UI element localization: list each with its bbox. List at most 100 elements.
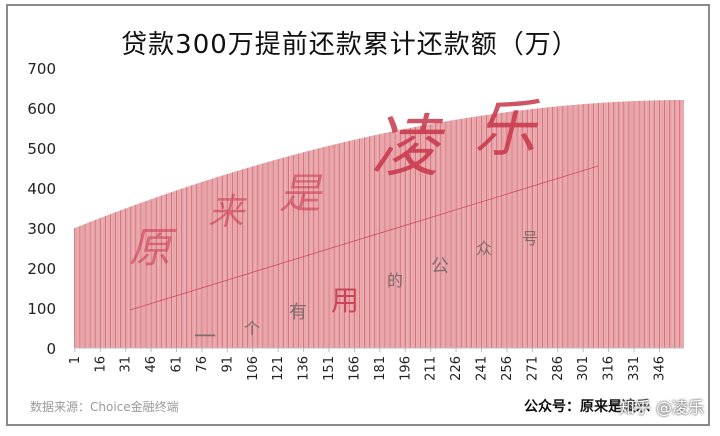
bar <box>402 129 405 348</box>
bar <box>451 120 454 348</box>
bar <box>304 151 307 348</box>
bar <box>202 181 205 348</box>
bar <box>448 120 451 349</box>
bar <box>280 158 283 348</box>
bar <box>523 110 525 348</box>
bar <box>294 154 296 348</box>
bar <box>463 118 466 348</box>
bar <box>204 180 207 348</box>
bar <box>665 100 668 348</box>
bar <box>173 191 176 348</box>
x-tick-label: 61 <box>170 356 185 373</box>
bar <box>258 164 261 348</box>
bar <box>473 116 476 348</box>
bar <box>356 138 359 348</box>
bar <box>558 106 561 349</box>
bar <box>528 109 530 348</box>
watermark-char: 凌 <box>371 108 446 187</box>
bar <box>616 101 618 348</box>
bar <box>172 191 174 348</box>
bar <box>85 223 88 348</box>
bar <box>97 218 100 348</box>
bar <box>314 149 317 348</box>
watermark-char: 来 <box>208 192 247 233</box>
bar <box>362 137 364 348</box>
bar <box>494 113 496 348</box>
bar <box>560 106 562 348</box>
bar <box>260 163 263 348</box>
bar <box>233 171 235 348</box>
bar <box>306 151 308 348</box>
bar <box>467 117 469 348</box>
bar <box>392 131 395 348</box>
bar <box>661 100 664 348</box>
x-tick-label: 331 <box>627 356 642 381</box>
y-tick-label: 400 <box>27 180 56 198</box>
bar <box>326 146 329 348</box>
x-tick-label: 136 <box>297 356 312 381</box>
bar <box>243 168 246 348</box>
bar <box>75 227 78 348</box>
bar <box>77 226 80 348</box>
bar <box>529 109 532 348</box>
bar <box>433 123 435 348</box>
watermark-char: 的 <box>387 271 403 290</box>
bar <box>187 186 190 348</box>
bar <box>626 101 629 349</box>
bar <box>670 100 673 348</box>
bar <box>229 172 232 348</box>
bar <box>468 117 471 348</box>
bar <box>512 111 515 348</box>
y-tick-label: 500 <box>27 140 56 158</box>
x-tick-label: 286 <box>551 356 566 381</box>
bar <box>407 128 410 348</box>
bar <box>624 101 627 348</box>
x-tick-label: 241 <box>475 356 490 381</box>
bar <box>545 107 547 348</box>
bar <box>102 216 105 348</box>
bar <box>682 100 684 348</box>
bar <box>121 209 124 348</box>
bar <box>538 108 540 348</box>
bar <box>411 127 413 348</box>
bar <box>534 108 537 348</box>
x-tick-label: 226 <box>449 356 464 381</box>
bar <box>594 103 596 348</box>
bar <box>365 137 368 348</box>
bar <box>106 215 108 348</box>
bar <box>151 198 154 348</box>
bar <box>614 101 617 348</box>
bar <box>177 189 180 348</box>
bar <box>214 177 217 348</box>
bar <box>484 115 486 348</box>
bar <box>182 188 185 348</box>
bar <box>270 160 273 348</box>
bar <box>397 130 400 348</box>
bar <box>507 111 510 348</box>
bar <box>184 187 186 348</box>
bar <box>431 123 434 348</box>
bar <box>209 179 212 348</box>
bar <box>533 108 535 348</box>
bar <box>301 152 303 348</box>
bar <box>370 135 373 348</box>
x-tick-label: 346 <box>652 356 667 381</box>
bar <box>650 100 652 348</box>
bar <box>87 222 90 348</box>
bar <box>621 101 623 348</box>
bar <box>345 141 347 348</box>
bar <box>426 124 429 349</box>
bar <box>609 102 612 348</box>
bar <box>250 166 252 348</box>
bar <box>309 150 312 348</box>
bar <box>606 102 608 348</box>
bar <box>360 138 363 348</box>
bar <box>157 196 159 348</box>
bar <box>438 122 440 348</box>
bar <box>126 207 129 348</box>
watermark-char: 一 <box>194 325 216 350</box>
bar <box>279 158 281 348</box>
bar <box>499 113 501 349</box>
bar-series <box>74 100 684 349</box>
axes: 0 100 200 300 400 500 600 700 1 16 31 46 61 76 91 106 12… <box>27 60 684 381</box>
